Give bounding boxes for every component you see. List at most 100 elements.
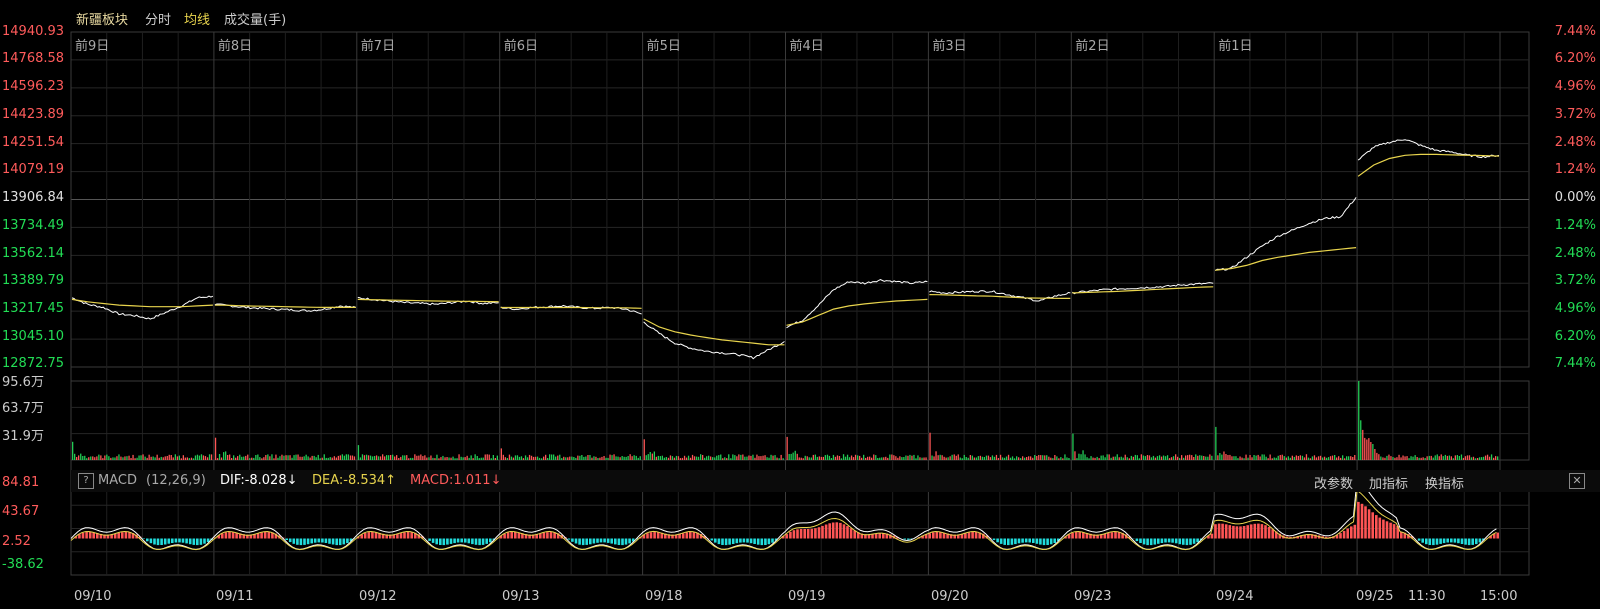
volume-bar: [1484, 455, 1487, 460]
macd-histogram-bar: [1428, 538, 1432, 545]
macd-histogram-bar: [1128, 536, 1132, 539]
volume-bar: [273, 458, 275, 460]
volume-bar: [551, 454, 553, 460]
volume-bar: [1132, 456, 1134, 460]
volume-bar: [1414, 455, 1416, 460]
volume-bar: [146, 457, 148, 460]
close-icon[interactable]: ✕: [1569, 473, 1585, 489]
volume-bar: [1172, 456, 1175, 460]
volume-bar: [808, 457, 810, 460]
volume-bar: [1197, 455, 1199, 460]
macd-histogram-bar: [606, 538, 610, 543]
volume-bar: [695, 456, 698, 460]
macd-histogram-bar: [1153, 538, 1157, 545]
macd-histogram-bar: [510, 531, 513, 539]
volume-bar: [1235, 456, 1237, 460]
volume-bar: [367, 455, 370, 460]
volume-bar: [752, 454, 754, 460]
volume-bar: [613, 454, 615, 460]
help-icon[interactable]: ?: [78, 473, 94, 489]
volume-bar: [1327, 457, 1330, 460]
macd-histogram-bar: [842, 524, 846, 539]
volume-bar: [1394, 457, 1396, 460]
macd-histogram-bar: [1460, 538, 1464, 544]
volume-bar: [766, 457, 768, 460]
volume-bar: [945, 457, 947, 460]
add-indicator-button[interactable]: 加指标: [1369, 477, 1409, 492]
macd-histogram-bar: [1010, 538, 1014, 545]
price-label: 13734.49: [2, 218, 65, 233]
volume-bar: [941, 455, 943, 460]
macd-histogram-bar: [1214, 524, 1217, 539]
volume-bar: [353, 456, 356, 460]
macd-histogram-bar: [356, 536, 360, 539]
volume-bar: [619, 457, 621, 460]
volume-bar: [770, 454, 772, 460]
macd-histogram-bar: [567, 538, 571, 540]
tab-time-share[interactable]: 分时: [145, 13, 172, 28]
volume-bar: [379, 456, 382, 460]
volume-bar: [615, 456, 617, 460]
volume-bar: [1096, 456, 1098, 460]
volume-bar: [1287, 456, 1289, 460]
macd-histogram-bar: [439, 538, 442, 545]
volume-bar: [196, 454, 199, 460]
tab-volume[interactable]: 成交量(手): [224, 13, 287, 28]
volume-bar: [1026, 457, 1028, 460]
volume-bar: [907, 455, 909, 460]
price-label: 14596.23: [2, 79, 65, 94]
edit-params-button[interactable]: 改参数: [1314, 477, 1354, 492]
volume-bar: [951, 454, 953, 460]
tab-average-line[interactable]: 均线: [184, 13, 211, 28]
volume-bar: [1388, 454, 1390, 460]
volume-bar: [593, 456, 595, 460]
volume-bar: [1068, 458, 1070, 460]
volume-bar: [472, 458, 474, 460]
volume-bar: [1181, 455, 1183, 460]
macd-histogram-bar: [1164, 538, 1167, 543]
volume-bar: [901, 457, 903, 460]
macd-histogram-bar: [113, 533, 117, 539]
volume-bar: [1016, 456, 1018, 460]
volume-bar: [158, 457, 160, 460]
macd-histogram-bar: [728, 538, 731, 545]
macd-histogram-bar: [481, 538, 485, 545]
macd-histogram-bar: [467, 538, 471, 544]
volume-bar: [128, 455, 130, 460]
volume-bar: [561, 458, 563, 460]
macd-histogram-bar: [489, 538, 492, 543]
volume-bar: [1086, 457, 1088, 460]
volume-bar: [985, 455, 988, 460]
macd-histogram-bar: [1146, 538, 1149, 546]
volume-bar: [390, 455, 392, 460]
macd-histogram-bar: [263, 532, 267, 539]
macd-histogram-bar: [374, 532, 378, 539]
macd-histogram-bar: [1467, 538, 1471, 546]
volume-bar: [1331, 455, 1334, 460]
volume-bar: [780, 454, 782, 460]
percent-label: 6.20%: [1554, 51, 1596, 66]
macd-histogram-bar: [153, 538, 156, 545]
switch-indicator-button[interactable]: 换指标: [1425, 477, 1465, 492]
volume-bar: [335, 457, 337, 460]
macd-histogram-bar: [871, 534, 874, 539]
volume-bar: [96, 456, 98, 460]
volume-bar: [84, 455, 86, 460]
macd-histogram-bar: [1239, 526, 1242, 539]
volume-bar: [460, 456, 462, 460]
volume-bar: [299, 456, 301, 460]
volume-bar: [1452, 458, 1454, 460]
macd-histogram-bar: [235, 532, 238, 539]
macd-histogram-bar: [1378, 517, 1382, 539]
volume-bar: [522, 458, 525, 460]
volume-bar: [528, 454, 531, 460]
volume-bar: [1386, 455, 1388, 460]
macd-histogram-bar: [907, 538, 910, 540]
volume-bar: [317, 454, 319, 460]
macd-dif-line: [70, 477, 1497, 550]
volume-bar: [1368, 438, 1370, 460]
volume-bar: [854, 454, 857, 460]
volume-bar: [909, 454, 911, 460]
volume-bar: [919, 457, 921, 460]
